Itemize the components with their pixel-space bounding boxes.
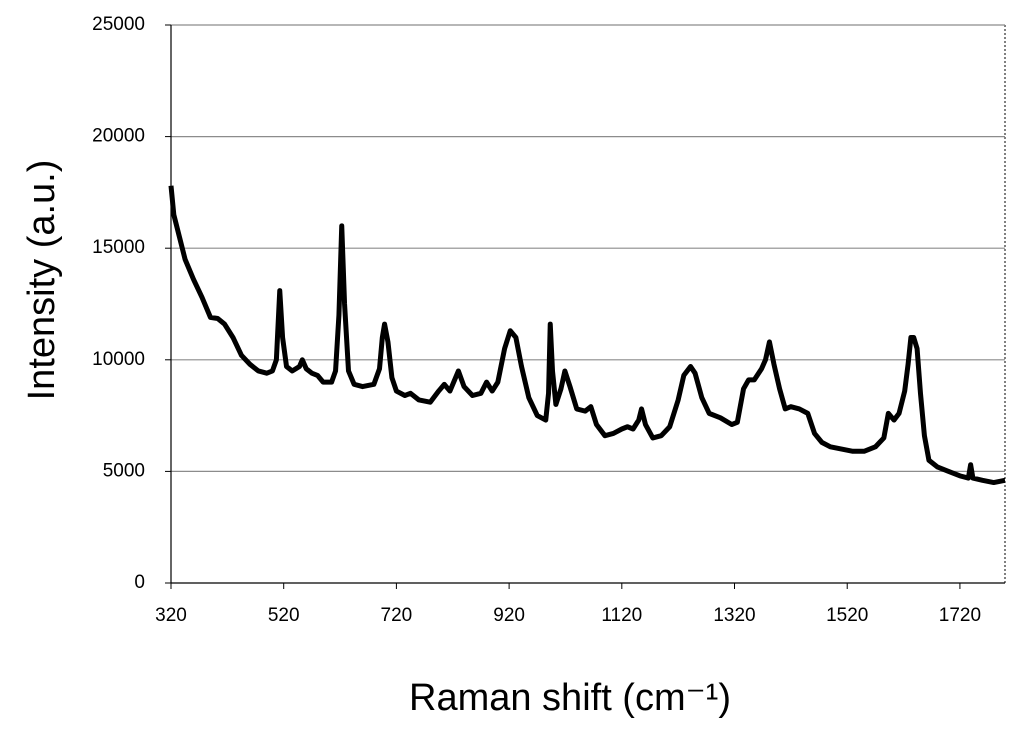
x-tick-label: 520 — [268, 605, 300, 626]
x-axis-label: Raman shift (cm⁻¹) — [409, 677, 731, 719]
x-tick-label: 1720 — [939, 605, 981, 626]
y-tick-label: 20000 — [92, 126, 145, 147]
y-tick-label: 5000 — [103, 460, 145, 481]
x-tick-label: 320 — [155, 605, 187, 626]
y-tick-label: 0 — [134, 572, 145, 593]
y-axis-label: Intensity (a.u.) — [21, 160, 63, 401]
y-tick-label: 10000 — [92, 349, 145, 370]
x-tick-label: 1320 — [713, 605, 755, 626]
x-tick-label: 1520 — [826, 605, 868, 626]
spectrum-line — [168, 185, 1006, 486]
x-tick-label: 1120 — [601, 605, 642, 626]
y-tick-label: 15000 — [92, 237, 145, 258]
x-tick-label: 920 — [493, 605, 525, 626]
x-tick-label: 720 — [381, 605, 413, 626]
y-tick-label: 25000 — [92, 14, 145, 35]
